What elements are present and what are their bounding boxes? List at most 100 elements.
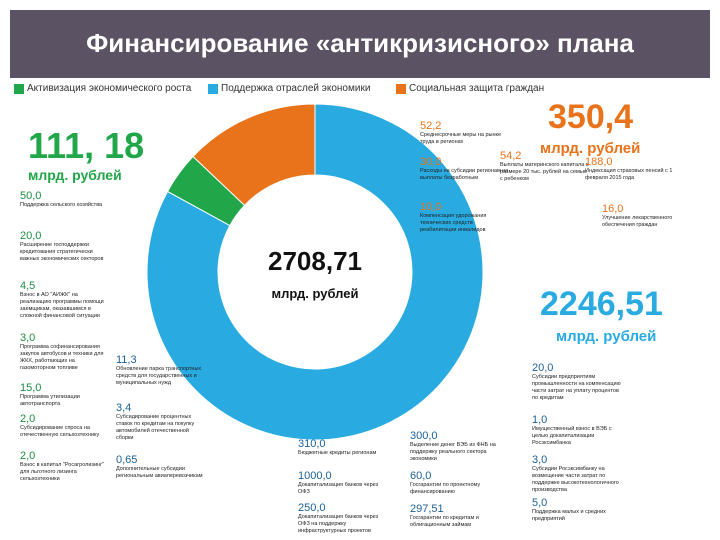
annotation-value: 52,2	[420, 120, 442, 132]
series-unit: млрд. рублей	[540, 140, 641, 157]
annotation: 2,0 Субсидирование спроса на отечественну…	[20, 413, 110, 439]
annotation-text: Докапитализация банков через ОФЗ	[298, 482, 379, 495]
chart-title: Финансирование «антикризисного» плана	[86, 28, 634, 58]
annotation-text: Компенсация удорожания технических средс…	[420, 213, 487, 233]
annotation-text: Взнос в АО "АИЖК" на реализацию программ…	[20, 292, 104, 319]
annotation-value: 15,0	[20, 382, 42, 394]
annotation: 310,0 Бюджетные кредиты регионам	[298, 438, 388, 457]
legend-swatch	[396, 83, 406, 94]
legend-label: Активизация экономического роста	[27, 83, 192, 94]
annotation: 3,0 Субсидии Росэксимбанку на возмещение …	[532, 454, 622, 494]
annotation-text: Улучшение лекарственного обеспечения гра…	[602, 215, 673, 228]
annotation-value: 11,3	[116, 354, 137, 366]
annotation-value: 3,0	[20, 332, 36, 344]
annotation: 188,0 Индексация страховых пенсий с 1 фев…	[585, 156, 675, 182]
annotation-value: 54,2	[500, 150, 522, 162]
series-value-label: 111, 18	[28, 125, 145, 166]
annotation-text: Госгарантии по проектному финансированию	[410, 482, 481, 495]
series-unit: млрд. рублей	[28, 167, 122, 183]
annotation: 50,0 Поддержка сельского хозяйства	[20, 190, 110, 209]
annotation: 52,2 Среднесрочные меры на рынке труда в …	[420, 120, 510, 146]
annotation-value: 50,0	[20, 190, 42, 202]
annotation-text: Расширение господдержки кредитования стр…	[20, 242, 104, 262]
annotation-text: Субсидирование спроса на отечественную с…	[20, 425, 100, 438]
annotation-value: 310,0	[298, 438, 326, 450]
legend-label: Социальная защита граждан	[409, 83, 545, 94]
annotation: 1,0 Имущественный взнос в ВЭБ с целью док…	[532, 414, 622, 447]
annotation: 60,0 Госгарантии по проектному финансиров…	[410, 470, 500, 496]
annotation: 11,3 Обновление парка транспортных средст…	[116, 354, 206, 387]
annotation-value: 3,4	[116, 402, 132, 414]
annotation-text: Программа софинансирования закупок автоб…	[20, 344, 104, 371]
legend-label: Поддержка отраслей экономики	[221, 83, 371, 94]
annotation-text: Субсидии Росэксимбанку на возмещение час…	[532, 466, 619, 493]
legend-item: Социальная защита граждан	[396, 83, 544, 94]
annotation: 300,0 Выделение денег ВЭБ из ФНБ на подде…	[410, 430, 500, 463]
annotation: 20,0 Субсидии предприятиям промышленности…	[532, 362, 622, 402]
annotation: 15,0 Программа утилизации автотранспорта	[20, 382, 110, 408]
annotation-value: 1,0	[532, 414, 548, 426]
annotation-text: Бюджетные кредиты регионам	[298, 450, 377, 456]
annotation-text: Субсидирование процентных ставок по кред…	[116, 414, 195, 441]
annotation-value: 16,0	[602, 203, 624, 215]
annotation-text: Поддержка сельского хозяйства	[20, 202, 103, 208]
annotation-text: Имущественный взнос в ВЭБ с целью докапи…	[532, 426, 612, 446]
annotation-text: Выплаты материнского капитала в размере …	[500, 162, 589, 182]
annotation: 3,0 Программа софинансирования закупок ав…	[20, 332, 110, 372]
annotation-value: 2,0	[20, 413, 36, 425]
annotation-text: Обновление парка транспортных средств дл…	[116, 366, 202, 386]
annotation: 5,0 Поддержка малых и средних предприятий	[532, 497, 622, 523]
annotation-text: Докапитализация банков через ОФЗ на подд…	[298, 514, 379, 534]
title-banner: Финансирование «антикризисного» плана	[10, 10, 710, 78]
annotation: 30,0 Расходы на субсидии регионам на выпл…	[420, 156, 510, 182]
series-unit: млрд. рублей	[556, 328, 657, 345]
annotation-text: Субсидии предприятиям промышленности на …	[532, 374, 621, 401]
legend-swatch	[208, 83, 218, 94]
annotation: 250,0 Докапитализация банков через ОФЗ на…	[298, 502, 388, 535]
annotation: 1000,0 Докапитализация банков через ОФЗ	[298, 470, 388, 496]
annotation-text: Индексация страховых пенсий с 1 февраля …	[585, 168, 673, 181]
annotation-value: 188,0	[585, 156, 613, 168]
annotation: 10,0 Компенсация удорожания технических с…	[420, 201, 510, 234]
annotation-value: 20,0	[20, 230, 42, 242]
center-unit: млрд. рублей	[272, 286, 359, 301]
annotation-value: 4,5	[20, 280, 36, 292]
annotation-value: 5,0	[532, 497, 548, 509]
annotation-text: Расходы на субсидии регионам на выплаты …	[420, 168, 509, 181]
annotation-value: 30,0	[420, 156, 442, 168]
annotation-value: 10,0	[420, 201, 442, 213]
legend-item: Поддержка отраслей экономики	[208, 83, 370, 94]
annotation-value: 20,0	[532, 362, 554, 374]
center-value: 2708,71	[268, 246, 362, 276]
annotation: 20,0 Расширение господдержки кредитования…	[20, 230, 110, 263]
annotation: 16,0 Улучшение лекарственного обеспечения…	[602, 203, 692, 229]
annotation-text: Программа утилизации автотранспорта	[20, 394, 80, 407]
annotation: 0,65 Дополнительные субсидии региональным…	[116, 454, 206, 480]
annotation-value: 1000,0	[298, 470, 332, 482]
annotation: 2,0 Взнос в капитал "Росагролизинг" для л…	[20, 450, 110, 483]
annotation-value: 2,0	[20, 450, 36, 462]
annotation-value: 250,0	[298, 502, 326, 514]
annotation: 297,51 Госгарантии по кредитам и облигаци…	[410, 503, 500, 529]
series-value-label: 2246,51	[540, 285, 663, 323]
annotation-value: 300,0	[410, 430, 438, 442]
legend-swatch	[14, 83, 24, 94]
annotation-text: Взнос в капитал "Росагролизинг" для льго…	[20, 462, 105, 482]
annotation-value: 60,0	[410, 470, 432, 482]
annotation-value: 3,0	[532, 454, 548, 466]
annotation-value: 297,51	[410, 503, 444, 515]
annotation: 4,5 Взнос в АО "АИЖК" на реализацию прогр…	[20, 280, 110, 320]
donut-segment	[192, 103, 316, 207]
donut-segment	[146, 103, 484, 441]
annotation-text: Поддержка малых и средних предприятий	[532, 509, 606, 522]
legend-item: Активизация экономического роста	[14, 83, 191, 94]
annotation: 54,2 Выплаты материнского капитала в разм…	[500, 150, 590, 183]
annotation: 3,4 Субсидирование процентных ставок по к…	[116, 402, 206, 442]
annotation-text: Госгарантии по кредитам и облигационным …	[410, 515, 479, 528]
annotation-value: 0,65	[116, 454, 138, 466]
annotation-text: Дополнительные субсидии региональным ави…	[116, 466, 203, 479]
annotation-text: Среднесрочные меры на рынке труда в реги…	[420, 132, 502, 145]
